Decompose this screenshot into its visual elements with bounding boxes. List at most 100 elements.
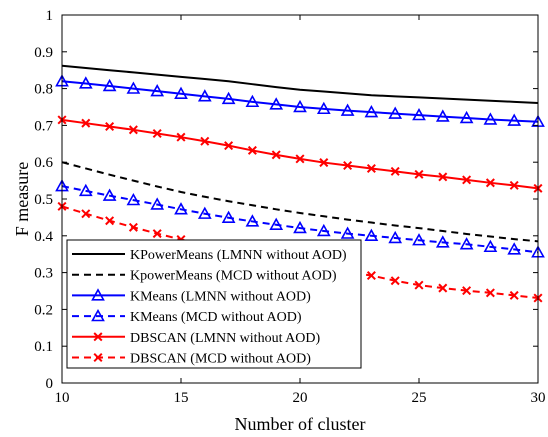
- data-point: [128, 125, 138, 135]
- y-axis-title: F measure: [12, 162, 32, 236]
- data-point: [105, 216, 115, 226]
- data-point: [390, 276, 400, 286]
- data-point: [483, 112, 498, 125]
- data-point: [364, 228, 379, 241]
- series-line: [61, 161, 539, 243]
- data-point: [435, 109, 450, 122]
- data-point: [343, 161, 353, 171]
- data-point: [462, 286, 472, 296]
- legend-marker: [91, 308, 105, 322]
- y-tick-label: 0.4: [34, 229, 53, 245]
- series-line: [61, 64, 539, 104]
- data-point: [366, 271, 376, 281]
- x-tick-label: 25: [412, 390, 427, 406]
- data-point: [150, 84, 165, 97]
- data-point: [81, 118, 91, 128]
- data-point: [507, 242, 522, 255]
- data-point: [293, 220, 307, 234]
- axis-ticks: 10 15 20 25 30 0 0.1 0.2 0.3 0.4 0.5 0.6 0.7 0.8 0.9 1: [34, 8, 545, 406]
- data-point: [81, 209, 91, 219]
- data-point: [221, 210, 236, 223]
- data-point: [102, 188, 117, 201]
- data-point: [295, 154, 305, 164]
- y-tick-label: 1: [46, 8, 54, 24]
- x-tick-label: 20: [293, 390, 308, 406]
- x-tick-label: 15: [174, 390, 189, 406]
- data-point: [102, 78, 117, 92]
- series-2: [61, 161, 539, 243]
- data-point: [271, 150, 281, 160]
- data-point: [245, 214, 260, 227]
- data-point: [152, 229, 162, 239]
- series-5: [57, 115, 543, 193]
- x-tick-label: 10: [55, 390, 70, 406]
- data-point: [200, 136, 210, 146]
- legend-label: DBSCAN (LMNN without AOD): [130, 331, 321, 346]
- data-point: [388, 230, 403, 244]
- data-point: [152, 128, 162, 139]
- data-point: [247, 145, 257, 155]
- data-point: [438, 283, 448, 293]
- x-tick-label: 30: [531, 390, 546, 406]
- legend-item: DBSCAN (MCD without AOD): [72, 352, 311, 367]
- legend-item: KMeans (LMNN without AOD): [72, 288, 311, 304]
- y-tick-label: 0.7: [34, 118, 53, 134]
- data-point: [105, 121, 115, 132]
- data-point: [509, 290, 519, 300]
- series-1: [61, 64, 539, 104]
- legend-marker: [93, 352, 103, 363]
- data-point: [316, 223, 331, 237]
- data-point: [485, 288, 495, 298]
- data-point: [340, 226, 355, 239]
- data-point: [438, 172, 448, 182]
- series-line: [61, 80, 539, 123]
- data-point: [224, 141, 234, 151]
- legend-item: KPowerMeans (LMNN without AOD): [72, 248, 347, 263]
- legend-marker: [93, 332, 103, 342]
- legend-label: KPowerMeans (LMNN without AOD): [130, 248, 347, 263]
- data-point: [462, 175, 472, 185]
- legend-label: KMeans (MCD without AOD): [130, 310, 302, 325]
- data-point: [126, 81, 141, 94]
- data-point: [319, 158, 329, 168]
- data-point: [269, 217, 284, 230]
- data-point: [176, 132, 186, 142]
- data-point: [364, 105, 379, 118]
- legend-box: [66, 239, 362, 369]
- y-tick-label: 0.6: [34, 155, 53, 171]
- data-point: [507, 113, 522, 126]
- legend-marker: [91, 288, 105, 301]
- data-point: [414, 280, 424, 290]
- data-point: [126, 192, 141, 206]
- legend-label: KMeans (LMNN without AOD): [130, 289, 311, 304]
- data-point: [459, 110, 474, 124]
- legend-item: KpowerMeans (MCD without AOD): [72, 269, 337, 284]
- data-point: [316, 101, 331, 115]
- y-tick-label: 0.3: [34, 266, 53, 282]
- series-3: [55, 74, 545, 127]
- data-point: [174, 202, 188, 215]
- data-point: [174, 86, 188, 99]
- data-point: [197, 89, 212, 102]
- y-tick-label: 0.5: [34, 192, 53, 208]
- y-tick-label: 0: [46, 376, 54, 392]
- data-point: [414, 169, 424, 179]
- legend-label: KpowerMeans (MCD without AOD): [130, 269, 337, 284]
- y-tick-label: 0.1: [34, 339, 53, 355]
- data-point: [293, 99, 307, 113]
- legend-item: DBSCAN (LMNN without AOD): [72, 331, 321, 346]
- data-point: [509, 180, 519, 190]
- y-tick-label: 0.9: [34, 45, 53, 61]
- data-point: [412, 107, 426, 121]
- data-point: [128, 222, 138, 232]
- data-point: [221, 91, 236, 105]
- legend-label: DBSCAN (MCD without AOD): [130, 352, 311, 367]
- series-line: [61, 185, 539, 254]
- data-point: [245, 94, 260, 108]
- data-point: [150, 197, 165, 210]
- data-point: [485, 178, 495, 188]
- data-point: [269, 97, 284, 110]
- data-point: [366, 163, 376, 173]
- legend: KPowerMeans (LMNN without AOD) KpowerMean…: [66, 239, 362, 369]
